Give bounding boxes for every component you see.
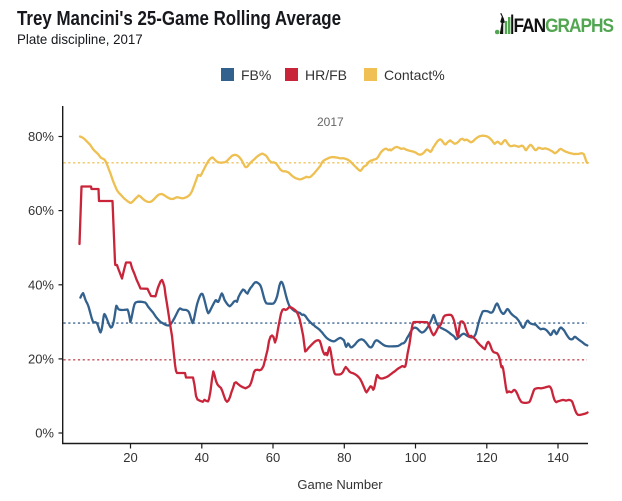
svg-text:60%: 60% [28, 203, 54, 218]
svg-text:40: 40 [195, 450, 209, 465]
svg-text:0%: 0% [35, 426, 54, 441]
svg-text:60: 60 [266, 450, 280, 465]
svg-text:120: 120 [476, 450, 498, 465]
svg-text:20%: 20% [28, 351, 54, 366]
svg-text:100: 100 [405, 450, 427, 465]
svg-text:40%: 40% [28, 277, 54, 292]
svg-text:80: 80 [337, 450, 351, 465]
svg-text:FANGRAPHS: FANGRAPHS [514, 15, 614, 36]
svg-text:Game Number: Game Number [297, 477, 383, 492]
svg-text:80%: 80% [28, 129, 54, 144]
svg-text:140: 140 [547, 450, 569, 465]
svg-text:20: 20 [123, 450, 137, 465]
